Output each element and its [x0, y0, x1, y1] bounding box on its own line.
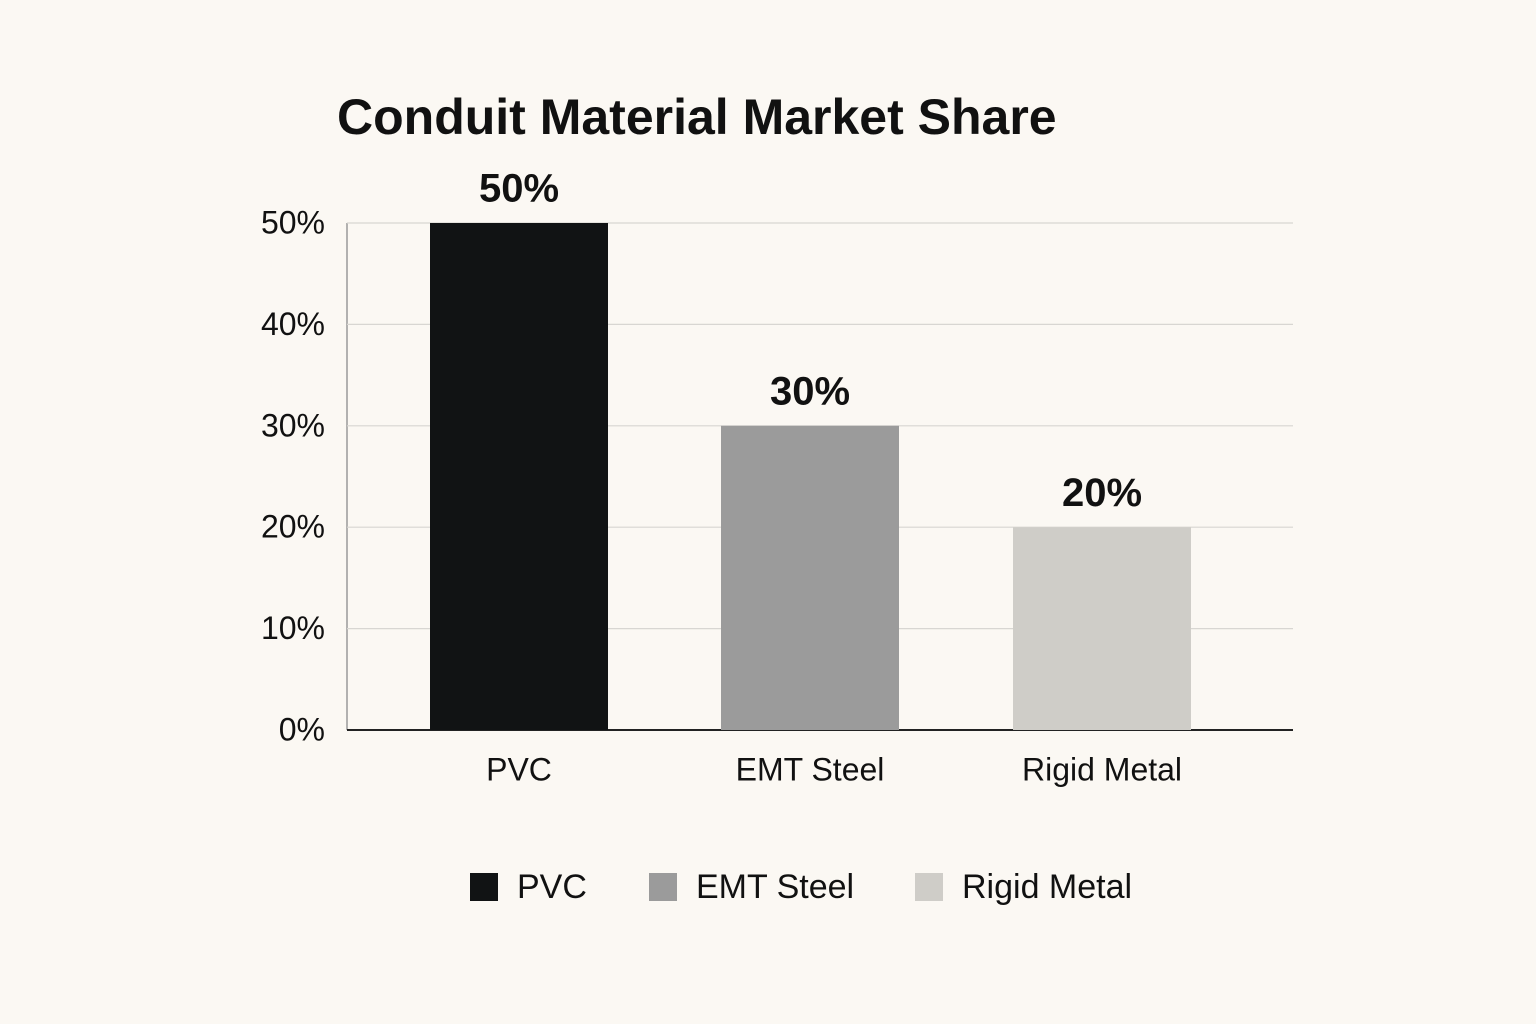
legend-label: PVC [517, 868, 587, 906]
legend-label: Rigid Metal [962, 868, 1132, 906]
bar [721, 425, 899, 730]
bar [430, 223, 608, 730]
x-tick-label: PVC [486, 751, 552, 787]
y-tick-label: 40% [261, 306, 325, 342]
x-tick-label: EMT Steel [736, 751, 885, 787]
chart-title: Conduit Material Market Share [337, 89, 1057, 145]
y-tick-label: 10% [261, 610, 325, 646]
value-label: 50% [479, 167, 559, 211]
y-tick-label: 0% [279, 711, 325, 747]
legend-swatch [649, 873, 677, 901]
value-label: 20% [1062, 471, 1142, 515]
x-tick-label: Rigid Metal [1022, 751, 1182, 787]
y-tick-label: 20% [261, 509, 325, 545]
bar [1013, 527, 1191, 730]
legend-label: EMT Steel [696, 868, 854, 906]
y-tick-label: 50% [261, 204, 325, 240]
value-label: 30% [770, 369, 850, 413]
legend-swatch [470, 873, 498, 901]
legend-swatch [915, 873, 943, 901]
y-tick-label: 30% [261, 407, 325, 443]
